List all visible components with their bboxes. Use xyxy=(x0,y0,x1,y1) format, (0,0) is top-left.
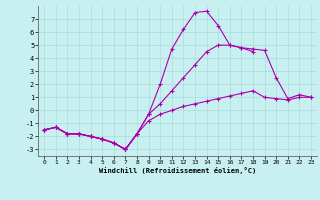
X-axis label: Windchill (Refroidissement éolien,°C): Windchill (Refroidissement éolien,°C) xyxy=(99,167,256,174)
